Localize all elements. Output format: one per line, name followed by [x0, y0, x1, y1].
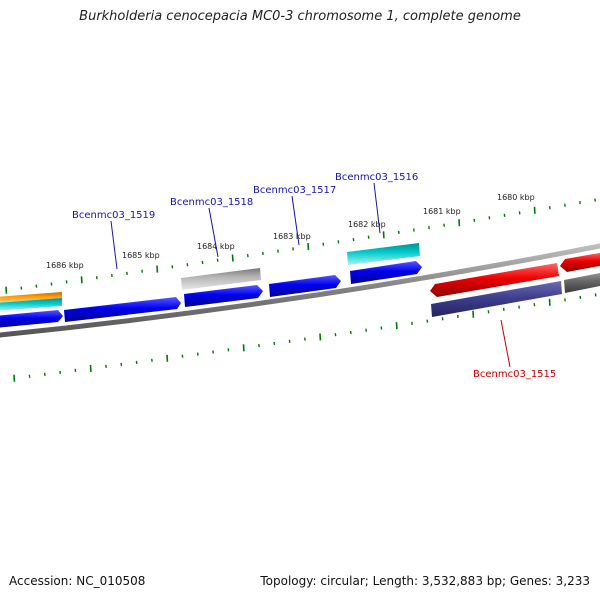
cds-blue-1519[interactable]	[64, 297, 181, 322]
feature-track-forward	[0, 261, 422, 328]
cds-slate[interactable]	[431, 281, 562, 317]
inner-scale-ticks	[13, 293, 597, 382]
cds-dark-gray[interactable]	[564, 272, 600, 293]
feature-track-upper	[0, 243, 420, 311]
gene-label-1517[interactable]: Bcenmc03_1517	[253, 185, 336, 196]
gene-label-1519[interactable]: Bcenmc03_1519	[72, 210, 155, 221]
cds-cyan-left[interactable]	[0, 298, 62, 311]
scale-labels: 1686 kbp 1685 kbp 1684 kbp 1683 kbp 1682…	[46, 193, 535, 270]
cds-gray[interactable]	[181, 268, 261, 290]
scale-label-1680: 1680 kbp	[497, 193, 535, 202]
cds-red-right[interactable]	[560, 252, 600, 272]
leader-1515	[500, 319, 511, 368]
gene-label-1518[interactable]: Bcenmc03_1518	[170, 197, 253, 208]
cds-orange[interactable]	[0, 292, 62, 303]
leader-1516	[373, 182, 381, 234]
gene-labels: Bcenmc03_1519 Bcenmc03_1518 Bcenmc03_151…	[72, 172, 556, 380]
chromosome-backbone	[0, 243, 600, 338]
scale-label-1686: 1686 kbp	[46, 261, 84, 270]
scale-label-1682: 1682 kbp	[348, 220, 386, 229]
label-leader-lines	[110, 182, 511, 368]
outer-scale-ticks	[5, 198, 596, 294]
map-title: Burkholderia cenocepacia MC0-3 chromosom…	[79, 9, 521, 24]
cds-blue-left[interactable]	[0, 310, 63, 328]
gene-label-1515[interactable]: Bcenmc03_1515	[473, 369, 556, 380]
gene-label-1516[interactable]: Bcenmc03_1516	[335, 172, 418, 183]
cds-red-1515[interactable]	[430, 263, 559, 297]
accession-text: Accession: NC_010508	[9, 574, 146, 588]
cds-cyan-1516[interactable]	[347, 243, 420, 265]
cds-blue-1516[interactable]	[350, 261, 422, 284]
cds-blue-1517[interactable]	[269, 275, 341, 297]
leader-1518	[208, 207, 219, 258]
scale-label-1681: 1681 kbp	[423, 207, 461, 216]
topology-text: Topology: circular; Length: 3,532,883 bp…	[260, 574, 590, 588]
feature-track-reverse	[430, 252, 600, 317]
leader-1517	[291, 195, 300, 246]
scale-label-1683: 1683 kbp	[273, 232, 311, 241]
leader-1519	[110, 220, 118, 270]
scale-label-1685: 1685 kbp	[122, 251, 160, 260]
cds-blue-1518[interactable]	[184, 285, 263, 307]
